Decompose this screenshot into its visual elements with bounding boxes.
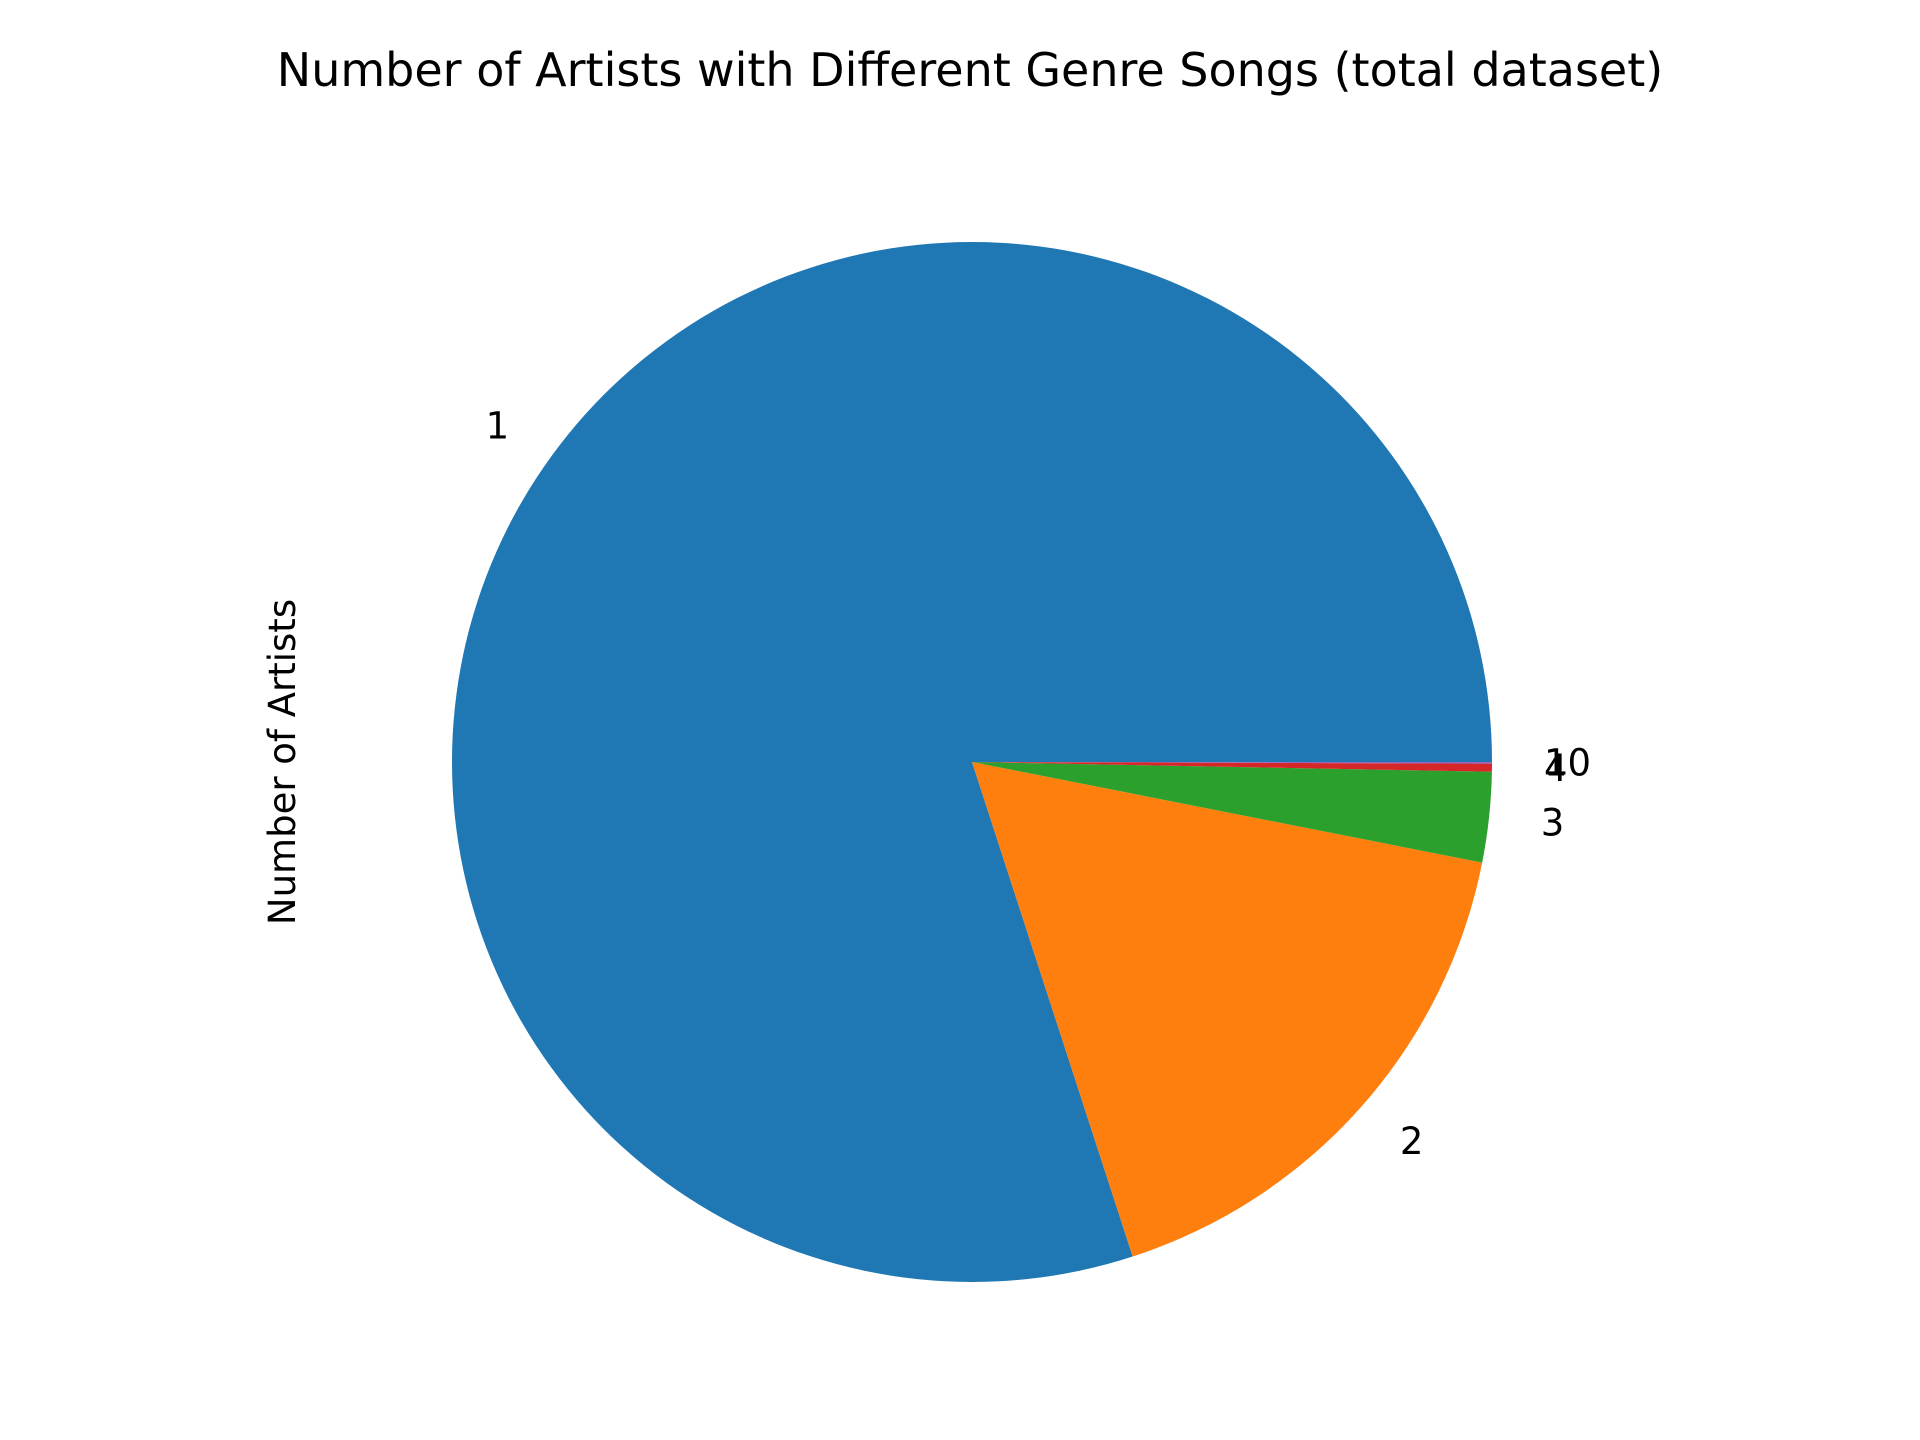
pie-slice-labels: 1 2 3 410 <box>486 404 1591 1163</box>
pie-slice-4 <box>972 762 1492 772</box>
slice-label-10: 10 <box>1544 741 1591 784</box>
pie-slice-10 <box>972 762 1493 764</box>
slice-label-3: 3 <box>1541 802 1565 845</box>
slice-label-1: 1 <box>486 404 510 447</box>
pie-slice-2 <box>972 762 1483 1257</box>
slice-label-2: 2 <box>1400 1120 1424 1163</box>
y-axis-label: Number of Artists <box>261 599 304 925</box>
chart-title: Number of Artists with Different Genre S… <box>277 43 1663 97</box>
slice-label-4: 4 <box>1544 747 1568 790</box>
pie-slice-1 <box>451 242 1492 1283</box>
pie-slices <box>451 242 1493 1283</box>
pie-slice-3 <box>972 762 1492 863</box>
